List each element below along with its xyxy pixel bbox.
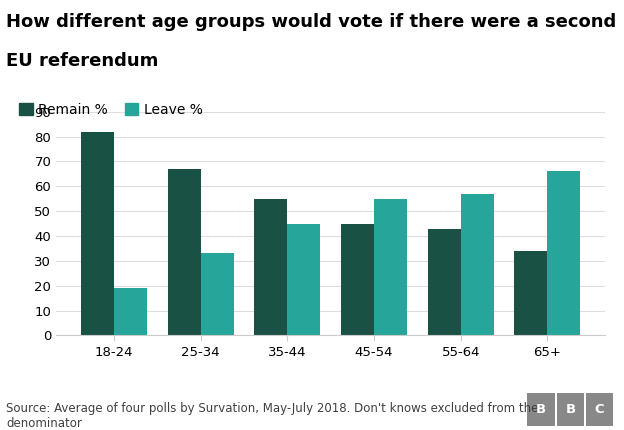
Bar <box>547 172 580 335</box>
Bar <box>341 224 374 335</box>
Text: EU referendum: EU referendum <box>6 52 158 70</box>
Text: B: B <box>536 403 546 416</box>
Bar <box>168 169 201 335</box>
Bar <box>374 199 407 335</box>
Text: C: C <box>595 403 605 416</box>
Bar <box>461 194 494 335</box>
Text: How different age groups would vote if there were a second: How different age groups would vote if t… <box>6 13 617 31</box>
Text: B: B <box>565 403 575 416</box>
Bar <box>428 229 461 335</box>
Bar <box>514 251 547 335</box>
Bar <box>288 224 320 335</box>
Bar <box>255 199 288 335</box>
Bar <box>81 132 114 335</box>
Text: Source: Average of four polls by Survation, May-July 2018. Don't knows excluded : Source: Average of four polls by Survati… <box>6 402 539 430</box>
Bar <box>114 288 147 335</box>
Legend: Remain %, Leave %: Remain %, Leave % <box>13 97 208 123</box>
Bar <box>201 253 233 335</box>
